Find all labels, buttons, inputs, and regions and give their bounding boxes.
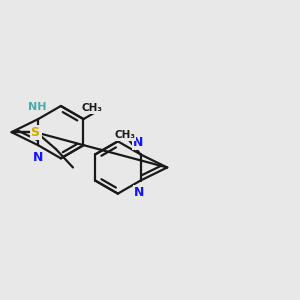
Text: N: N	[133, 136, 143, 149]
Text: N: N	[134, 186, 145, 199]
Text: CH₃: CH₃	[114, 130, 135, 140]
Text: S: S	[32, 126, 41, 139]
Text: S: S	[31, 126, 40, 139]
Text: N: N	[32, 151, 43, 164]
Text: CH₃: CH₃	[82, 103, 103, 113]
Text: NH: NH	[28, 102, 46, 112]
